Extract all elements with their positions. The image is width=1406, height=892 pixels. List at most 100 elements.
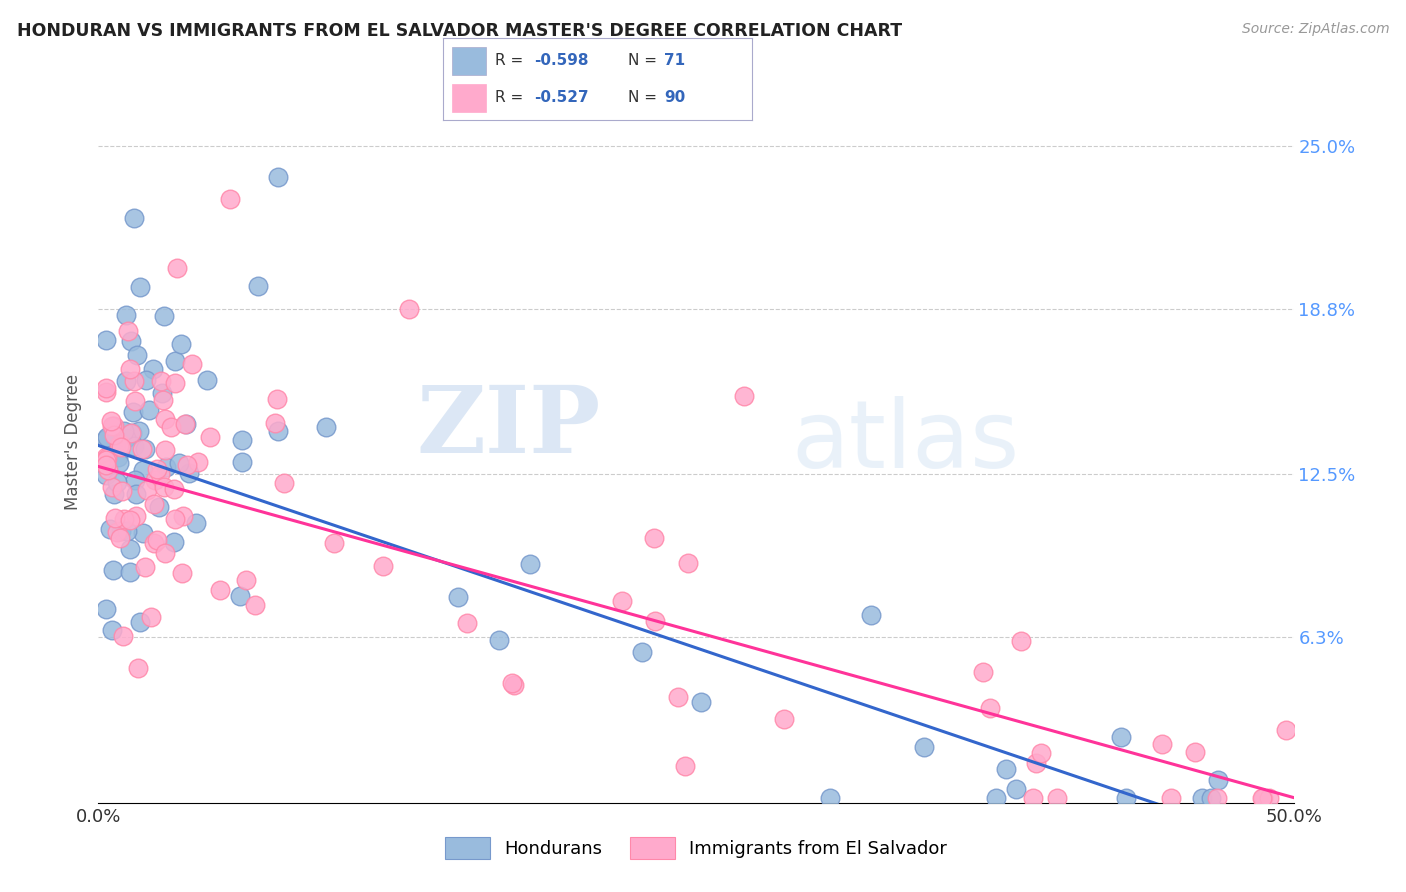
Point	[1022, 790, 1045, 805]
Point	[148, 500, 170, 515]
Point	[115, 524, 138, 539]
Point	[103, 486, 125, 500]
Point	[115, 374, 138, 388]
Point	[94, 450, 117, 464]
Text: HONDURAN VS IMMIGRANTS FROM EL SALVADOR MASTER'S DEGREE CORRELATION CHART: HONDURAN VS IMMIGRANTS FROM EL SALVADOR …	[17, 22, 903, 40]
Point	[121, 426, 143, 441]
Point	[174, 417, 197, 431]
Point	[979, 701, 1001, 715]
Point	[631, 645, 654, 659]
Text: N =: N =	[628, 53, 662, 68]
Point	[94, 467, 117, 482]
Point	[315, 420, 337, 434]
Point	[1206, 790, 1229, 805]
Point	[149, 374, 172, 388]
Point	[231, 434, 253, 448]
Point	[1031, 746, 1053, 760]
Point	[172, 509, 194, 524]
Point	[219, 192, 242, 206]
Point	[94, 458, 117, 472]
Point	[94, 453, 117, 467]
Point	[1115, 790, 1137, 805]
Point	[118, 513, 141, 527]
Point	[98, 522, 121, 536]
Point	[94, 380, 117, 394]
Point	[972, 665, 994, 679]
Point	[456, 615, 478, 630]
Point	[1150, 737, 1173, 751]
Point	[152, 392, 174, 407]
Point	[111, 630, 134, 644]
Point	[172, 566, 194, 581]
Point	[108, 531, 131, 545]
Point	[689, 695, 711, 709]
Point	[165, 354, 187, 368]
Point	[153, 412, 176, 426]
Point	[110, 437, 132, 451]
Point	[124, 440, 146, 454]
Point	[131, 526, 153, 541]
Point	[134, 559, 156, 574]
Point	[141, 610, 163, 624]
Point	[127, 348, 149, 362]
Point	[110, 440, 132, 454]
Point	[124, 474, 146, 488]
Point	[163, 512, 186, 526]
Point	[135, 373, 157, 387]
Legend: Hondurans, Immigrants from El Salvador: Hondurans, Immigrants from El Salvador	[437, 830, 955, 866]
Point	[112, 512, 135, 526]
Point	[146, 462, 169, 476]
Point	[1251, 790, 1274, 805]
Point	[107, 450, 129, 464]
Point	[1046, 790, 1069, 805]
Point	[1274, 723, 1296, 737]
Point	[1005, 782, 1028, 797]
Point	[120, 542, 142, 557]
Point	[267, 170, 290, 185]
Point	[247, 279, 270, 293]
Point	[235, 573, 257, 587]
Point	[117, 324, 139, 338]
Point	[371, 558, 394, 573]
Point	[818, 790, 841, 805]
Point	[176, 458, 198, 472]
Point	[266, 425, 288, 439]
Point	[155, 546, 177, 560]
Point	[180, 357, 202, 371]
Point	[773, 712, 796, 726]
Point	[114, 308, 136, 322]
Point	[121, 425, 143, 440]
Point	[398, 301, 420, 316]
Point	[163, 376, 186, 390]
Point	[125, 487, 148, 501]
Point	[673, 758, 696, 772]
Point	[100, 414, 122, 428]
Point	[160, 420, 183, 434]
Point	[153, 309, 176, 323]
Text: R =: R =	[495, 90, 529, 105]
Point	[128, 615, 150, 630]
Point	[644, 615, 666, 629]
Point	[273, 475, 295, 490]
Point	[142, 361, 165, 376]
Text: R =: R =	[495, 53, 529, 68]
Point	[107, 439, 129, 453]
FancyBboxPatch shape	[453, 85, 486, 112]
Point	[101, 418, 124, 433]
Point	[643, 531, 665, 545]
Point	[1160, 790, 1182, 805]
Point	[143, 473, 166, 487]
Point	[1199, 790, 1222, 805]
Point	[149, 467, 172, 481]
Point	[668, 690, 690, 704]
Text: 71: 71	[664, 53, 685, 68]
Point	[1251, 790, 1274, 805]
Point	[125, 508, 148, 523]
Point	[153, 480, 176, 494]
Point	[122, 374, 145, 388]
Point	[195, 373, 218, 387]
Point	[114, 424, 136, 438]
Point	[134, 442, 156, 456]
Point	[1010, 634, 1032, 648]
Point	[1184, 745, 1206, 759]
